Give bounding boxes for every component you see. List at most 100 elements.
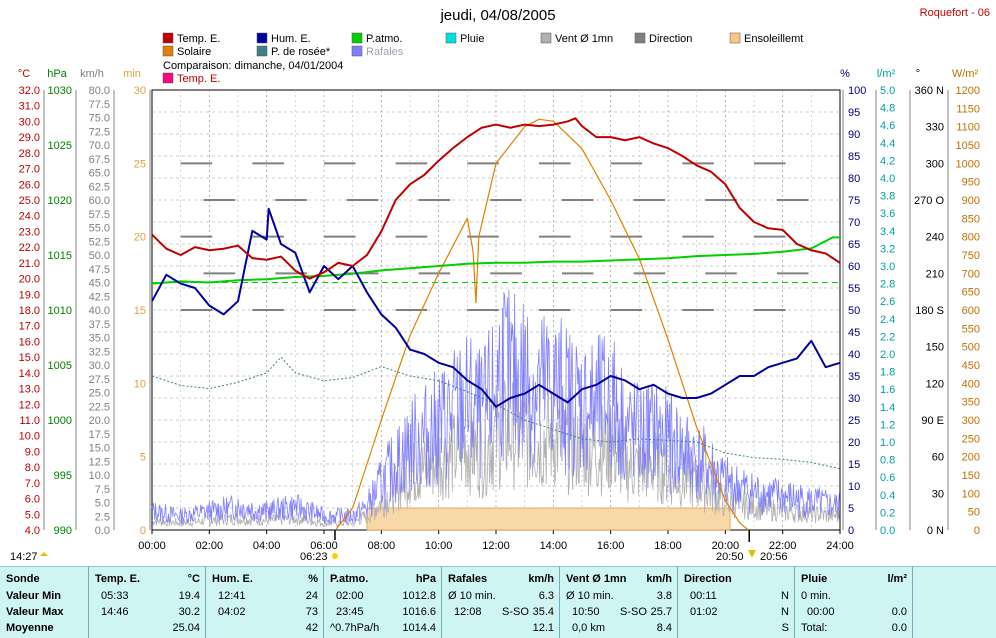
hum-axis-tick: 45 (848, 327, 860, 339)
temp-axis-tick: 16.0 (19, 336, 40, 348)
rain-axis-tick: 1.0 (880, 437, 895, 449)
hum-axis-tick: 20 (848, 437, 860, 449)
rain-axis-tick: 1.6 (880, 384, 895, 396)
rain-axis-tick: 4.8 (880, 103, 895, 115)
solar-axis-tick: 800 (962, 232, 980, 244)
solar-axis-tick: 900 (962, 195, 980, 207)
legend-swatch-3 (445, 32, 457, 44)
sun-axis-tick: 0 (140, 525, 146, 537)
rafales-min-time: Ø 10 min. (448, 590, 496, 602)
wind-axis-tick: 20.0 (89, 415, 110, 427)
sun-axis-tick: 10 (134, 378, 146, 390)
dir-axis-tick: 210 (926, 268, 944, 280)
hum-axis-tick: 75 (848, 195, 860, 207)
hum-axis-tick: 70 (848, 217, 860, 229)
time-label: 02:00 (196, 540, 224, 552)
solar-axis-tick: 0 (974, 525, 980, 537)
stats-unit-patmo: hPa (415, 573, 436, 585)
hum-axis-tick: 95 (848, 107, 860, 119)
press-axis-tick: 990 (54, 525, 72, 537)
stats-col-vent: Vent Ø 1mn km/h Ø 10 min. 3.8 10:50 S-SO… (559, 567, 678, 638)
temp-axis-tick: 21.0 (19, 258, 40, 270)
solar-axis-tick: 100 (962, 488, 980, 500)
legend-swatch-0 (162, 32, 174, 44)
solar-axis-tick: 1200 (956, 85, 980, 97)
temp-axis-tick: 8.0 (25, 462, 40, 474)
press-axis-tick: 995 (54, 470, 72, 482)
legend-label-1: Hum. E. (271, 33, 311, 45)
solar-axis-tick: 950 (962, 177, 980, 189)
rain-axis-tick: 0.8 (880, 455, 895, 467)
dir-axis-tick: 270 O (914, 195, 944, 207)
hum-axis-tick: 5 (848, 503, 854, 515)
legend-label-7: Solaire (177, 46, 211, 58)
temp-axis-tick: 24.0 (19, 211, 40, 223)
solar-axis-tick: 600 (962, 305, 980, 317)
series-line-hume (151, 207, 841, 408)
hum-max-value: 73 (305, 606, 318, 618)
hum-max-time: 04:02 (218, 606, 246, 618)
rafales-min-value: 6.3 (538, 590, 554, 602)
hum-avg-value: 42 (305, 622, 318, 634)
temp-axis-tick: 14.0 (19, 368, 40, 380)
time-label: 20:00 (712, 540, 740, 552)
solar-axis-tick: 1050 (956, 140, 980, 152)
stats-col-patmo: P.atmo. hPa 02:00 1012.8 23:45 1016.6 ^0… (323, 567, 442, 638)
stats-header-vent: Vent Ø 1mn (566, 573, 627, 585)
temp-axis-tick: 17.0 (19, 321, 40, 333)
legend-label-0: Temp. E. (177, 33, 220, 45)
stats-col-pluie: Pluie l/m² 0 min. 00:00 0.0 Total: 0.0 (794, 567, 913, 638)
hum-axis-tick: 80 (848, 173, 860, 185)
press-axis-tick: 1005 (48, 360, 72, 372)
station-name: Roquefort - 06 (920, 7, 990, 19)
stats-col-rafales: Rafales km/h Ø 10 min. 6.3 12:08 S-SO 35… (441, 567, 560, 638)
solar-axis-tick: 150 (962, 470, 980, 482)
direction-max-value: N (781, 606, 789, 618)
solar-axis-tick: 650 (962, 287, 980, 299)
solar-axis-tick: 200 (962, 452, 980, 464)
temp-axis-tick: 26.0 (19, 179, 40, 191)
patmo-max-value: 1016.6 (402, 606, 436, 618)
wind-axis-tick: 27.5 (89, 374, 110, 386)
rain-axis-tick: 3.2 (880, 243, 895, 255)
hum-min-time: 12:41 (218, 590, 246, 602)
dir-axis-tick: 0 N (927, 525, 944, 537)
legend-swatch-8 (256, 45, 268, 57)
stats-table: Sonde Valeur Min Valeur Max Moyenne Temp… (0, 566, 996, 638)
temp-axis-tick: 9.0 (25, 446, 40, 458)
legend-swatch-6 (729, 32, 741, 44)
stats-header-temp: Temp. E. (95, 573, 141, 585)
hum-axis-tick: 55 (848, 283, 860, 295)
patmo-min-value: 1012.8 (402, 590, 436, 602)
wind-axis-tick: 60.0 (89, 195, 110, 207)
hum-axis-tick: 30 (848, 393, 860, 405)
sunset-icon (748, 550, 756, 558)
hum-axis-tick: 15 (848, 459, 860, 471)
wind-axis-tick: 32.5 (89, 346, 110, 358)
rain-axis-tick: 2.2 (880, 331, 895, 343)
temp-axis-tick: 29.0 (19, 132, 40, 144)
stats-col-temp: Temp. E. °C 05:33 19.4 14:46 30.2 25.04 (88, 567, 206, 638)
series-ventmn (151, 378, 840, 528)
patmo-avg-value: 1014.4 (402, 622, 436, 634)
sun-axis-tick: 15 (134, 305, 146, 317)
dir-axis-tick: 30 (932, 488, 944, 500)
legend-label-5: Direction (649, 33, 692, 45)
row-label-min: Valeur Min (6, 590, 62, 602)
temp-min-value: 19.4 (178, 590, 200, 602)
rain-axis-tick: 3.0 (880, 261, 895, 273)
legend-label-6: Ensoleillemt (744, 33, 803, 45)
stats-header-patmo: P.atmo. (330, 573, 369, 585)
dir-axis-tick: 240 (926, 232, 944, 244)
wind-axis-tick: 10.0 (89, 470, 110, 482)
time-label: 00:00 (138, 540, 166, 552)
wind-axis-tick: 5.0 (95, 498, 110, 510)
legend-label-3: Pluie (460, 33, 484, 45)
solar-axis-tick: 350 (962, 397, 980, 409)
vent-max-dir: S-SO (620, 606, 647, 618)
hum-min-value: 24 (305, 590, 318, 602)
temp-axis-tick: 22.0 (19, 242, 40, 254)
temp-axis-tick: 15.0 (19, 352, 40, 364)
stats-col-empty (912, 567, 996, 638)
temp-axis-tick: 19.0 (19, 289, 40, 301)
